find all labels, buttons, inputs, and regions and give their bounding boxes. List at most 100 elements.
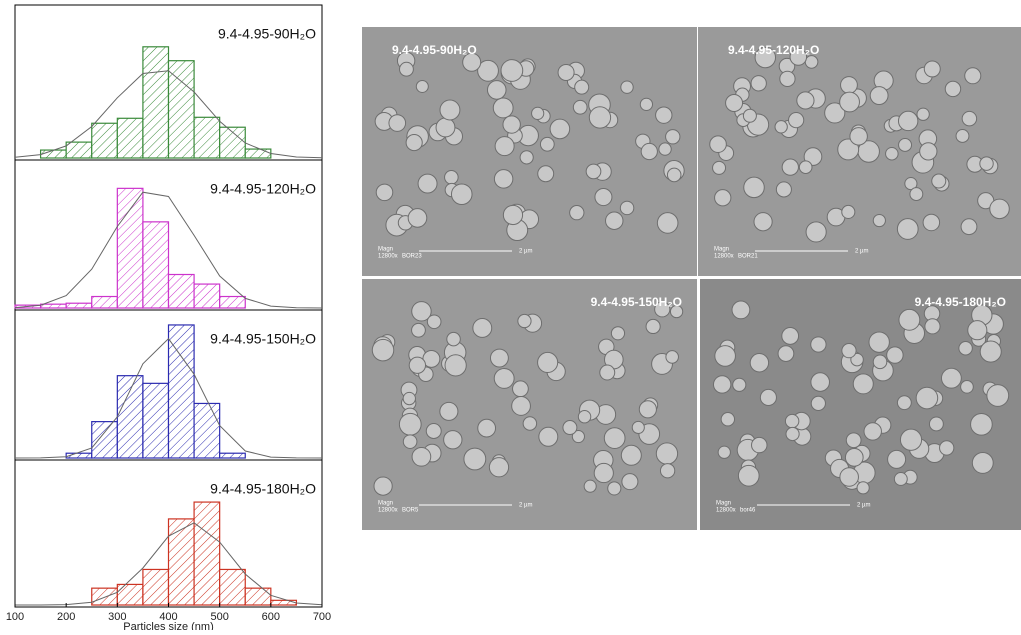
particle [944,80,962,98]
sample-id: BOR5 [402,508,419,514]
particle [841,342,857,359]
particle [714,345,736,367]
particle [463,447,487,471]
particle [639,97,654,111]
image-label: 9.4-4.95-150H₂O [591,295,682,309]
particle [493,169,514,189]
particle [896,395,912,411]
scale-label: 2 µm [519,503,532,509]
particle [658,142,672,156]
particle [781,327,800,345]
particle [477,59,499,82]
fit-curve [14,337,323,459]
histogram-bar [142,382,170,459]
particle [928,416,944,432]
particle [751,436,768,454]
particle [398,412,422,436]
particle [839,467,859,487]
particle [955,129,970,143]
particle [669,304,684,319]
particle [717,445,731,459]
particle [896,218,919,240]
magnification: 12800x [716,508,736,514]
particle [371,338,395,362]
histogram-bar [65,302,93,309]
particle [443,430,463,450]
particle [784,413,800,429]
histogram-bar [39,149,67,159]
particle [712,375,732,394]
particle [824,102,846,124]
particle [435,117,456,138]
histogram-bar [116,117,144,159]
particle [709,135,727,153]
particle [714,189,732,207]
particle [731,300,751,320]
x-tick-label: 300 [108,611,126,623]
histogram-bar [65,141,93,159]
x-tick-label: 500 [210,611,228,623]
particle [537,351,559,374]
magnification: 12800x [714,254,734,260]
particle [774,120,788,134]
particle [666,167,682,183]
histogram-bar [193,402,221,459]
histogram-bar [167,273,195,309]
particle [594,188,613,207]
histogram-bar [193,501,221,606]
particle [899,428,923,451]
particle [512,380,529,398]
particle [961,110,978,127]
image-label: 9.4-4.95-90H₂O [392,43,477,57]
particle [759,388,777,407]
particle [837,138,860,161]
particle [444,354,467,377]
particle [411,322,426,338]
particle [665,350,679,364]
particle [749,353,770,373]
particle [931,173,947,189]
particle [605,211,624,230]
particle [562,420,578,436]
magn-label: Magn [714,247,729,253]
x-tick-label: 100 [6,611,24,623]
magn-label: Magn [378,247,393,253]
histogram-bar [193,116,221,159]
particle [388,114,407,132]
histogram-bar [167,60,195,159]
particle [852,373,874,395]
particle [444,169,459,185]
image-label: 9.4-4.95-180H₂O [915,295,1006,309]
x-tick-label: 200 [57,611,75,623]
particle [620,80,634,94]
particle [732,377,747,392]
particle [522,416,538,431]
particle [805,221,827,243]
particle [804,55,819,69]
scale-label: 2 µm [855,249,868,255]
particle [915,386,939,410]
particle [754,46,777,69]
particle [869,86,889,105]
histogram-bar [193,283,221,309]
fit-curve [14,70,323,159]
particle [593,462,614,484]
histogram-bar [142,221,170,309]
panel-title: 9.4-4.95-150H₂O [210,331,316,347]
particle [399,61,414,77]
particle [916,107,930,121]
particle [426,314,442,330]
particle [737,464,760,487]
particle [603,427,626,449]
particle [607,481,622,496]
particle [450,183,473,206]
histogram-bar [167,518,195,606]
particle [725,93,744,112]
particle [885,146,899,161]
sample-id: bor46 [740,508,756,514]
particle [939,440,955,456]
particle [500,59,524,82]
particle [958,341,973,356]
